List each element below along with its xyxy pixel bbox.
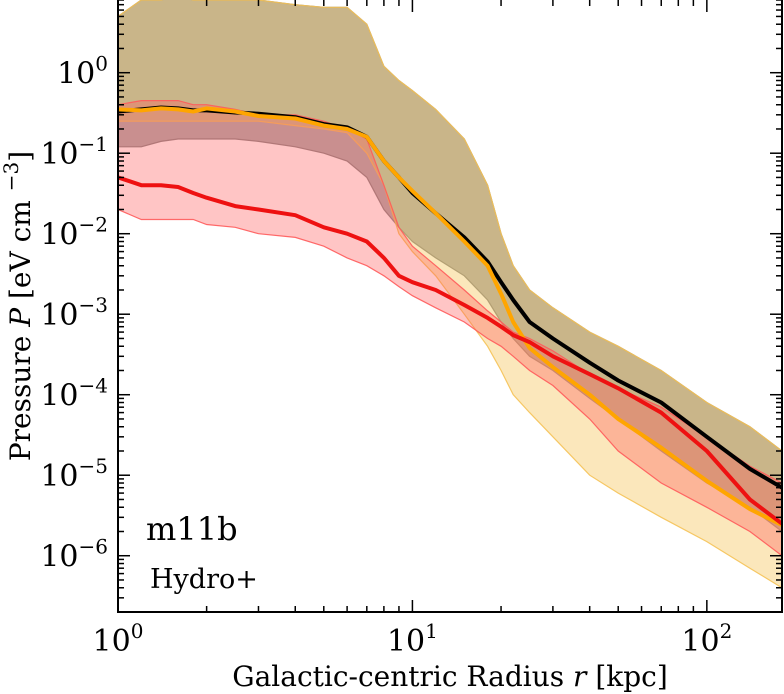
y-tick-label: 10−4 bbox=[40, 374, 108, 414]
y-tick-label: 100 bbox=[57, 52, 108, 92]
y-tick-label: 10−1 bbox=[40, 132, 108, 172]
y-axis-label: Pressure P [eV cm −3] bbox=[0, 151, 37, 461]
plot-frame bbox=[117, 0, 783, 613]
x-tick-label: 100 bbox=[93, 619, 144, 659]
orange-range-band bbox=[118, 0, 782, 589]
red-line bbox=[118, 175, 782, 526]
shaded-ranges bbox=[118, 0, 782, 589]
orange-line bbox=[118, 106, 782, 528]
tick-labels: 100 101 102 100 10−1 10−2 10−3 10−4 10−5 10−6 bbox=[40, 52, 732, 659]
x-tick-label: 101 bbox=[387, 619, 438, 659]
x-tick-label: 102 bbox=[681, 619, 732, 659]
simulation-label: m11b bbox=[146, 510, 238, 548]
x-axis-label: Galactic-centric Radius r [kpc] bbox=[232, 660, 668, 693]
y-tick-label: 10−6 bbox=[40, 535, 108, 575]
physics-label: Hydro+ bbox=[150, 564, 258, 595]
y-tick-label: 10−2 bbox=[40, 213, 108, 253]
data-series bbox=[118, 105, 782, 528]
y-tick-label: 10−3 bbox=[40, 293, 108, 333]
y-tick-label: 10−5 bbox=[40, 454, 108, 494]
